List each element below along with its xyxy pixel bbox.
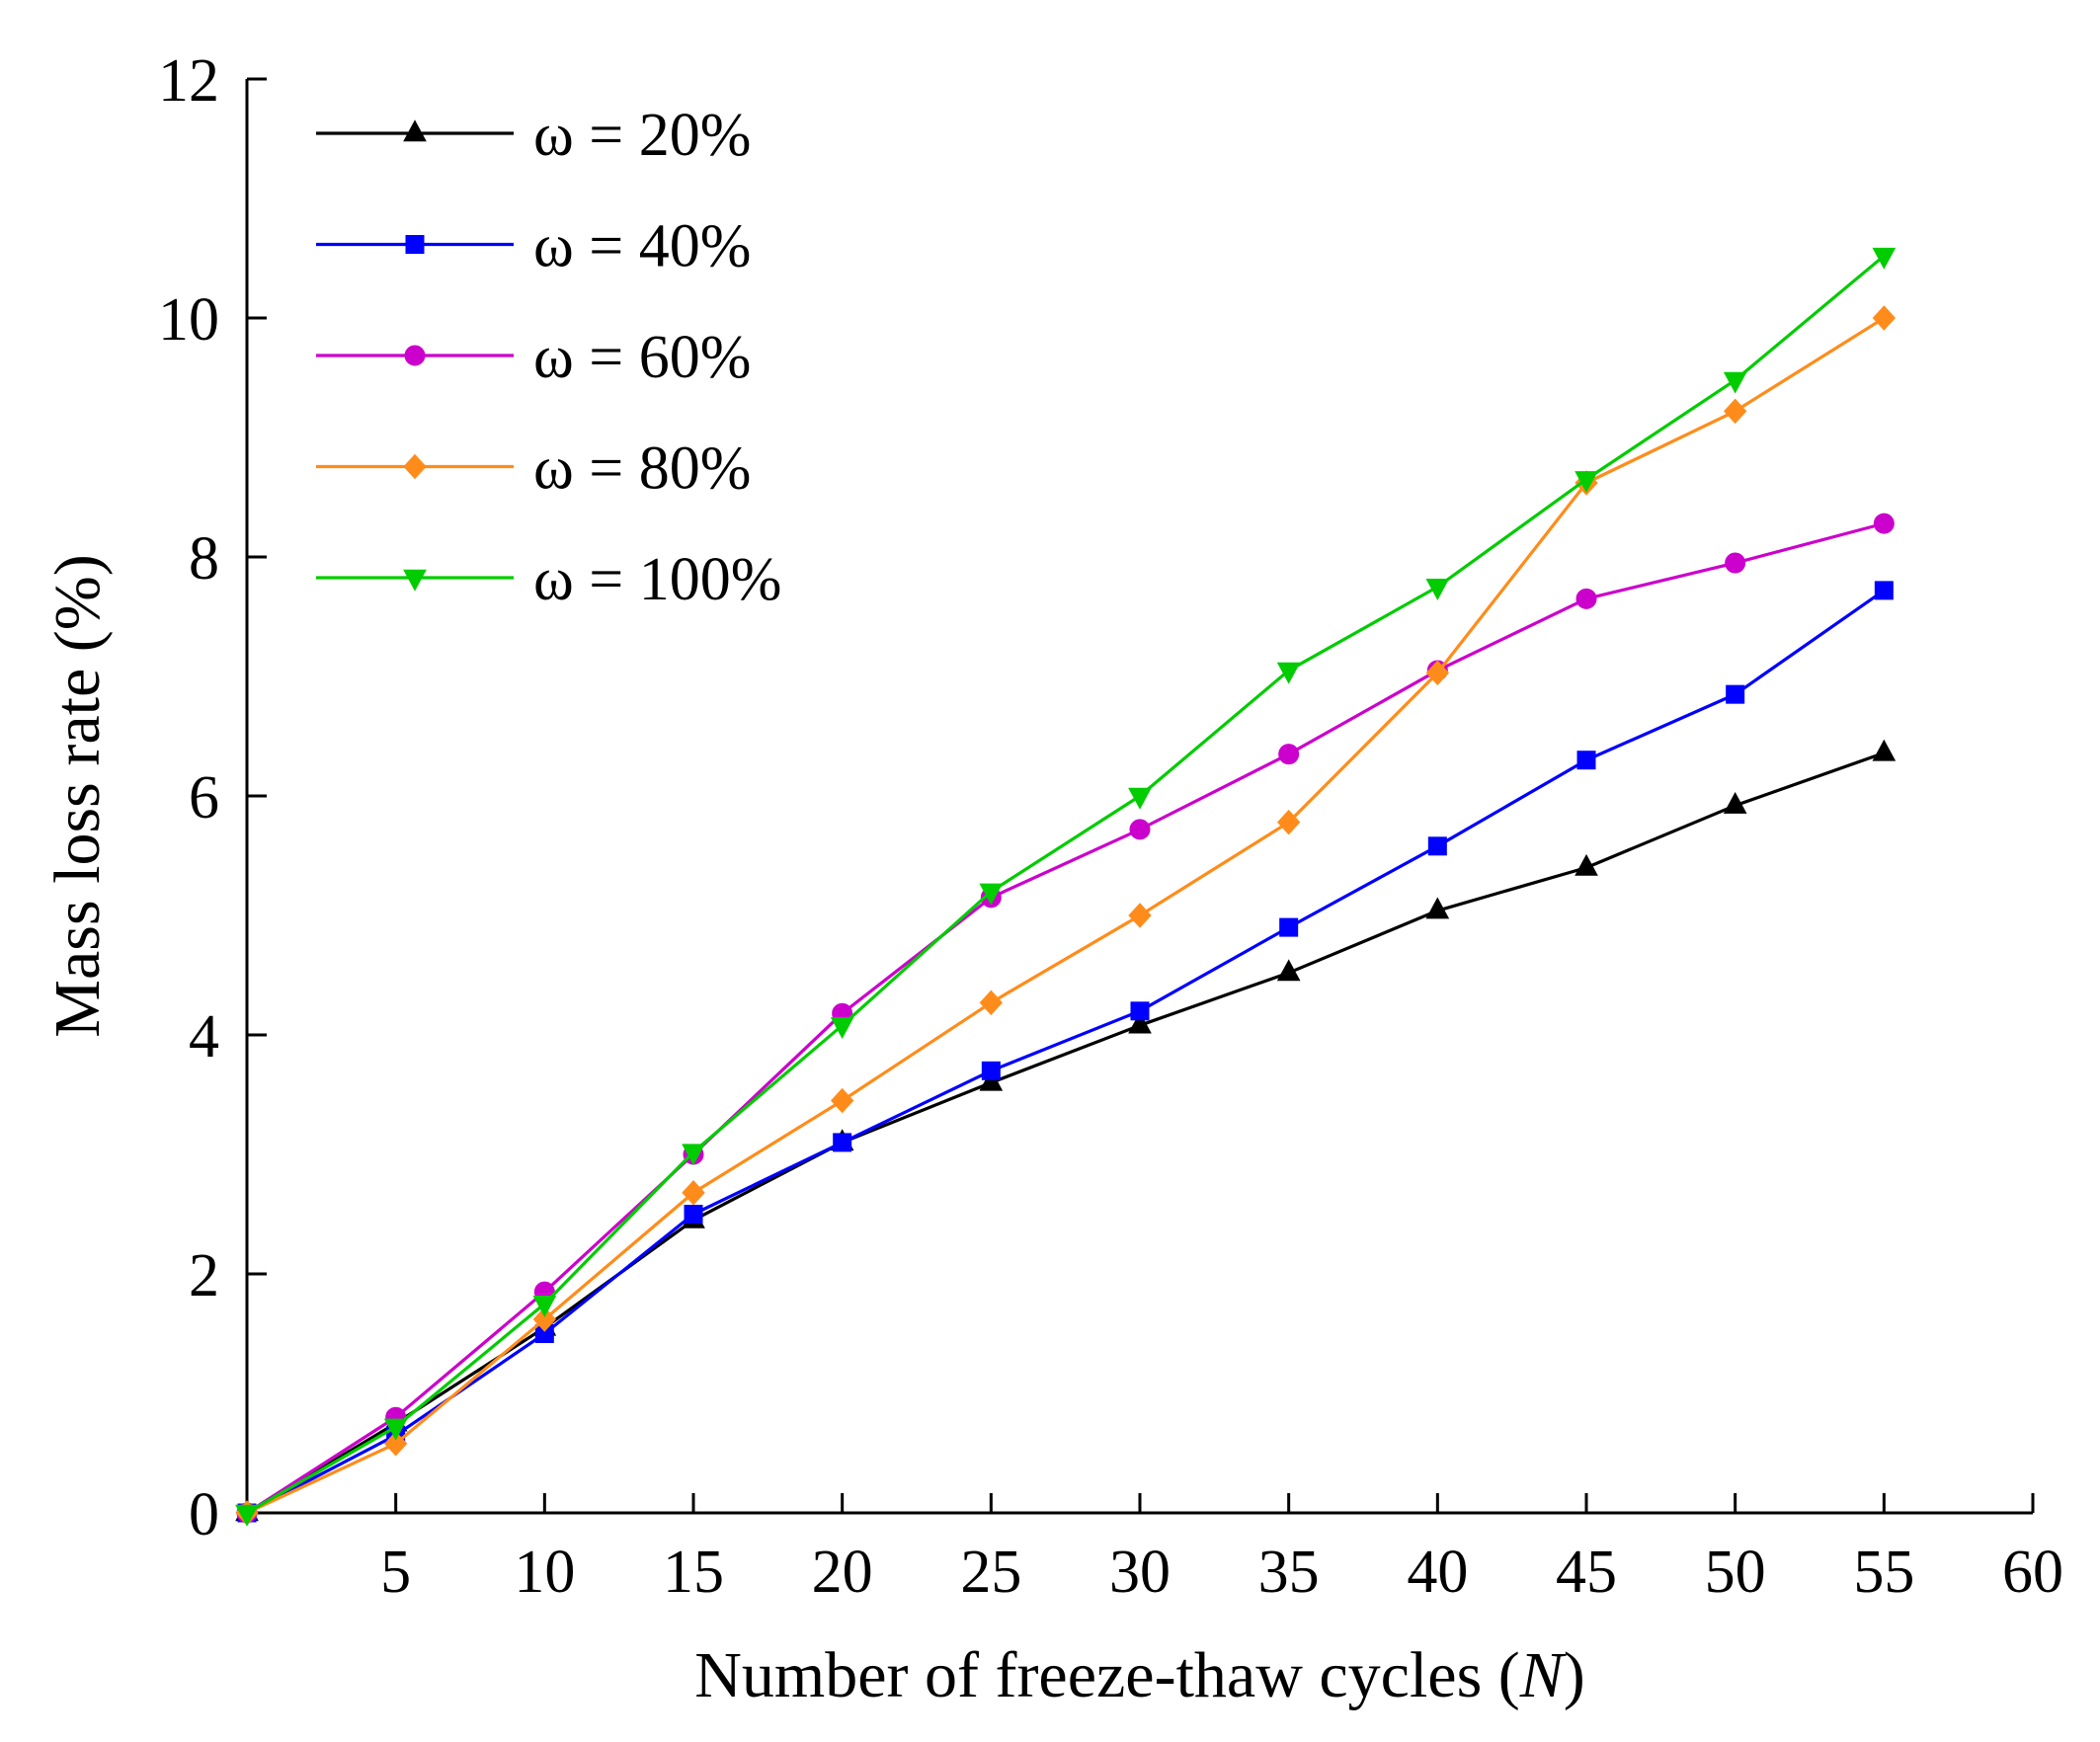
data-point <box>1872 305 1897 331</box>
legend-item: ω = 100% <box>316 546 781 613</box>
data-point <box>532 1296 557 1317</box>
x-tick-label: 5 <box>380 1539 411 1606</box>
legend-item: ω = 60% <box>316 324 751 391</box>
x-tick-label: 40 <box>1407 1539 1468 1606</box>
data-point <box>1725 552 1746 574</box>
legend-marker <box>403 119 427 142</box>
series-layer <box>235 247 1897 1527</box>
data-point <box>1276 809 1301 835</box>
data-point <box>979 1069 1004 1091</box>
legend-marker <box>404 345 426 366</box>
y-tick-label: 6 <box>189 764 219 831</box>
data-point <box>1723 398 1747 425</box>
x-tick-label: 10 <box>514 1539 575 1606</box>
y-ticks: 0 2 4 6 8 10 12 <box>158 47 267 1548</box>
data-point <box>1276 662 1301 684</box>
data-point <box>830 1087 854 1114</box>
data-point <box>235 1504 259 1527</box>
data-point <box>1128 1011 1152 1034</box>
series-5 <box>235 247 1897 1527</box>
x-ticks: 5 10 15 20 25 30 35 40 45 50 55 60 <box>380 1493 2063 1606</box>
x-tick-label: 25 <box>960 1539 1021 1606</box>
data-point <box>1279 917 1299 937</box>
x-tick-label: 20 <box>812 1539 873 1606</box>
data-point <box>1425 897 1450 919</box>
series-line <box>246 589 1886 1515</box>
legend-label: ω = 60% <box>533 324 751 391</box>
data-point <box>1872 739 1897 761</box>
data-point <box>1723 791 1747 814</box>
data-point <box>684 1205 703 1224</box>
data-point <box>1576 751 1596 770</box>
data-point <box>1575 471 1598 494</box>
legend-label: ω = 80% <box>533 436 751 503</box>
legend-label: ω = 20% <box>533 102 751 169</box>
data-point <box>1425 579 1450 600</box>
x-tick-label: 50 <box>1705 1539 1766 1606</box>
series-1 <box>235 739 1897 1522</box>
data-point <box>1278 744 1300 765</box>
data-point <box>1128 787 1152 810</box>
data-point <box>1872 247 1897 270</box>
x-tick-label: 60 <box>2002 1539 2063 1606</box>
data-point <box>1575 588 1597 609</box>
series-line <box>246 254 1886 1515</box>
data-point <box>1575 853 1598 876</box>
data-point <box>1726 684 1745 704</box>
data-point <box>1723 371 1747 394</box>
y-tick-label: 12 <box>158 47 219 115</box>
data-point <box>383 1431 408 1457</box>
legend: ω = 20% ω = 40% ω = 60% ω = 80% ω = 100% <box>316 102 781 613</box>
data-point <box>682 1144 705 1166</box>
series-line <box>246 316 1886 1515</box>
legend-marker <box>403 453 427 480</box>
y-tick-label: 2 <box>189 1242 219 1309</box>
data-point <box>979 883 1004 906</box>
legend-item: ω = 20% <box>316 102 751 169</box>
y-tick-label: 0 <box>189 1481 219 1548</box>
data-point <box>682 1179 705 1206</box>
data-point <box>1425 660 1450 686</box>
series-2 <box>237 581 1894 1523</box>
series-4 <box>235 305 1897 1526</box>
y-axis-title: Mass loss rate (%) <box>41 554 114 1037</box>
x-axis-title: Number of freeze-thaw cycles (N) <box>694 1639 1585 1711</box>
series-3 <box>236 513 1895 1524</box>
series-line <box>246 751 1885 1515</box>
data-point <box>979 990 1004 1016</box>
y-tick-label: 8 <box>189 525 219 593</box>
series-line <box>246 521 1885 1515</box>
x-tick-label: 30 <box>1109 1539 1171 1606</box>
data-point <box>1130 1001 1150 1021</box>
data-point <box>830 1017 854 1040</box>
data-point <box>1427 836 1447 856</box>
data-point <box>532 1306 557 1332</box>
data-point <box>383 1418 408 1441</box>
data-point <box>981 1061 1001 1080</box>
data-point <box>1276 959 1301 982</box>
legend-marker <box>405 235 425 254</box>
y-tick-label: 10 <box>158 286 219 354</box>
legend-item: ω = 40% <box>316 213 751 280</box>
x-tick-label: 15 <box>663 1539 724 1606</box>
legend-item: ω = 80% <box>316 436 751 503</box>
legend-label: ω = 40% <box>533 213 751 280</box>
legend-marker <box>403 569 427 592</box>
data-point <box>1128 903 1152 928</box>
data-point <box>1129 819 1151 840</box>
data-point <box>833 1133 852 1152</box>
data-point <box>1874 581 1894 600</box>
x-tick-label: 35 <box>1258 1539 1320 1606</box>
data-point <box>1873 513 1895 534</box>
x-tick-label: 45 <box>1556 1539 1617 1606</box>
x-tick-label: 55 <box>1853 1539 1914 1606</box>
legend-label: ω = 100% <box>533 546 781 613</box>
y-tick-label: 4 <box>189 1003 219 1070</box>
